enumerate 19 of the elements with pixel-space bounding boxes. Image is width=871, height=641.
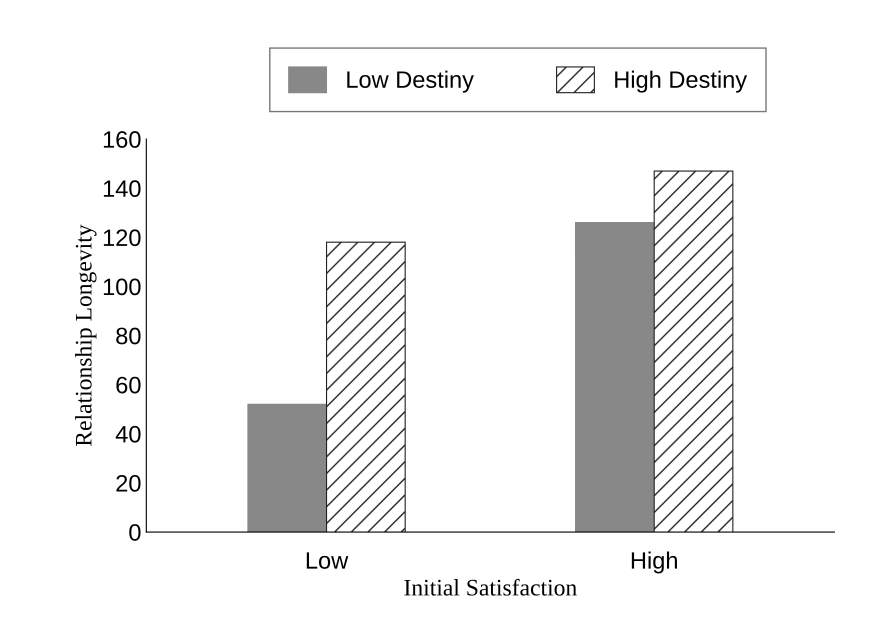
bar: [326, 242, 406, 532]
x-tick-label: Low: [306, 552, 348, 569]
y-tick-label: 40: [116, 426, 141, 443]
y-tick-label: 80: [116, 328, 141, 344]
bar: [247, 404, 328, 532]
bar: [575, 222, 655, 532]
x-tick-label: High: [632, 551, 677, 574]
y-tick-label: 60: [116, 376, 141, 394]
y-tick-label: 140: [104, 180, 141, 197]
y-tick-label: 0: [129, 524, 141, 541]
legend-label: High Destiny: [615, 70, 748, 93]
x-axis-title: Initial Satisfaction: [404, 578, 577, 596]
y-tick-label: 120: [104, 229, 141, 246]
y-tick-label: 20: [116, 474, 141, 492]
legend-label: Low Destiny: [347, 70, 474, 93]
y-tick-label: 100: [104, 278, 141, 296]
y-tick-label: 160: [104, 131, 141, 148]
bar: [654, 170, 734, 532]
y-axis-title: Relationship Longevity: [75, 224, 97, 446]
